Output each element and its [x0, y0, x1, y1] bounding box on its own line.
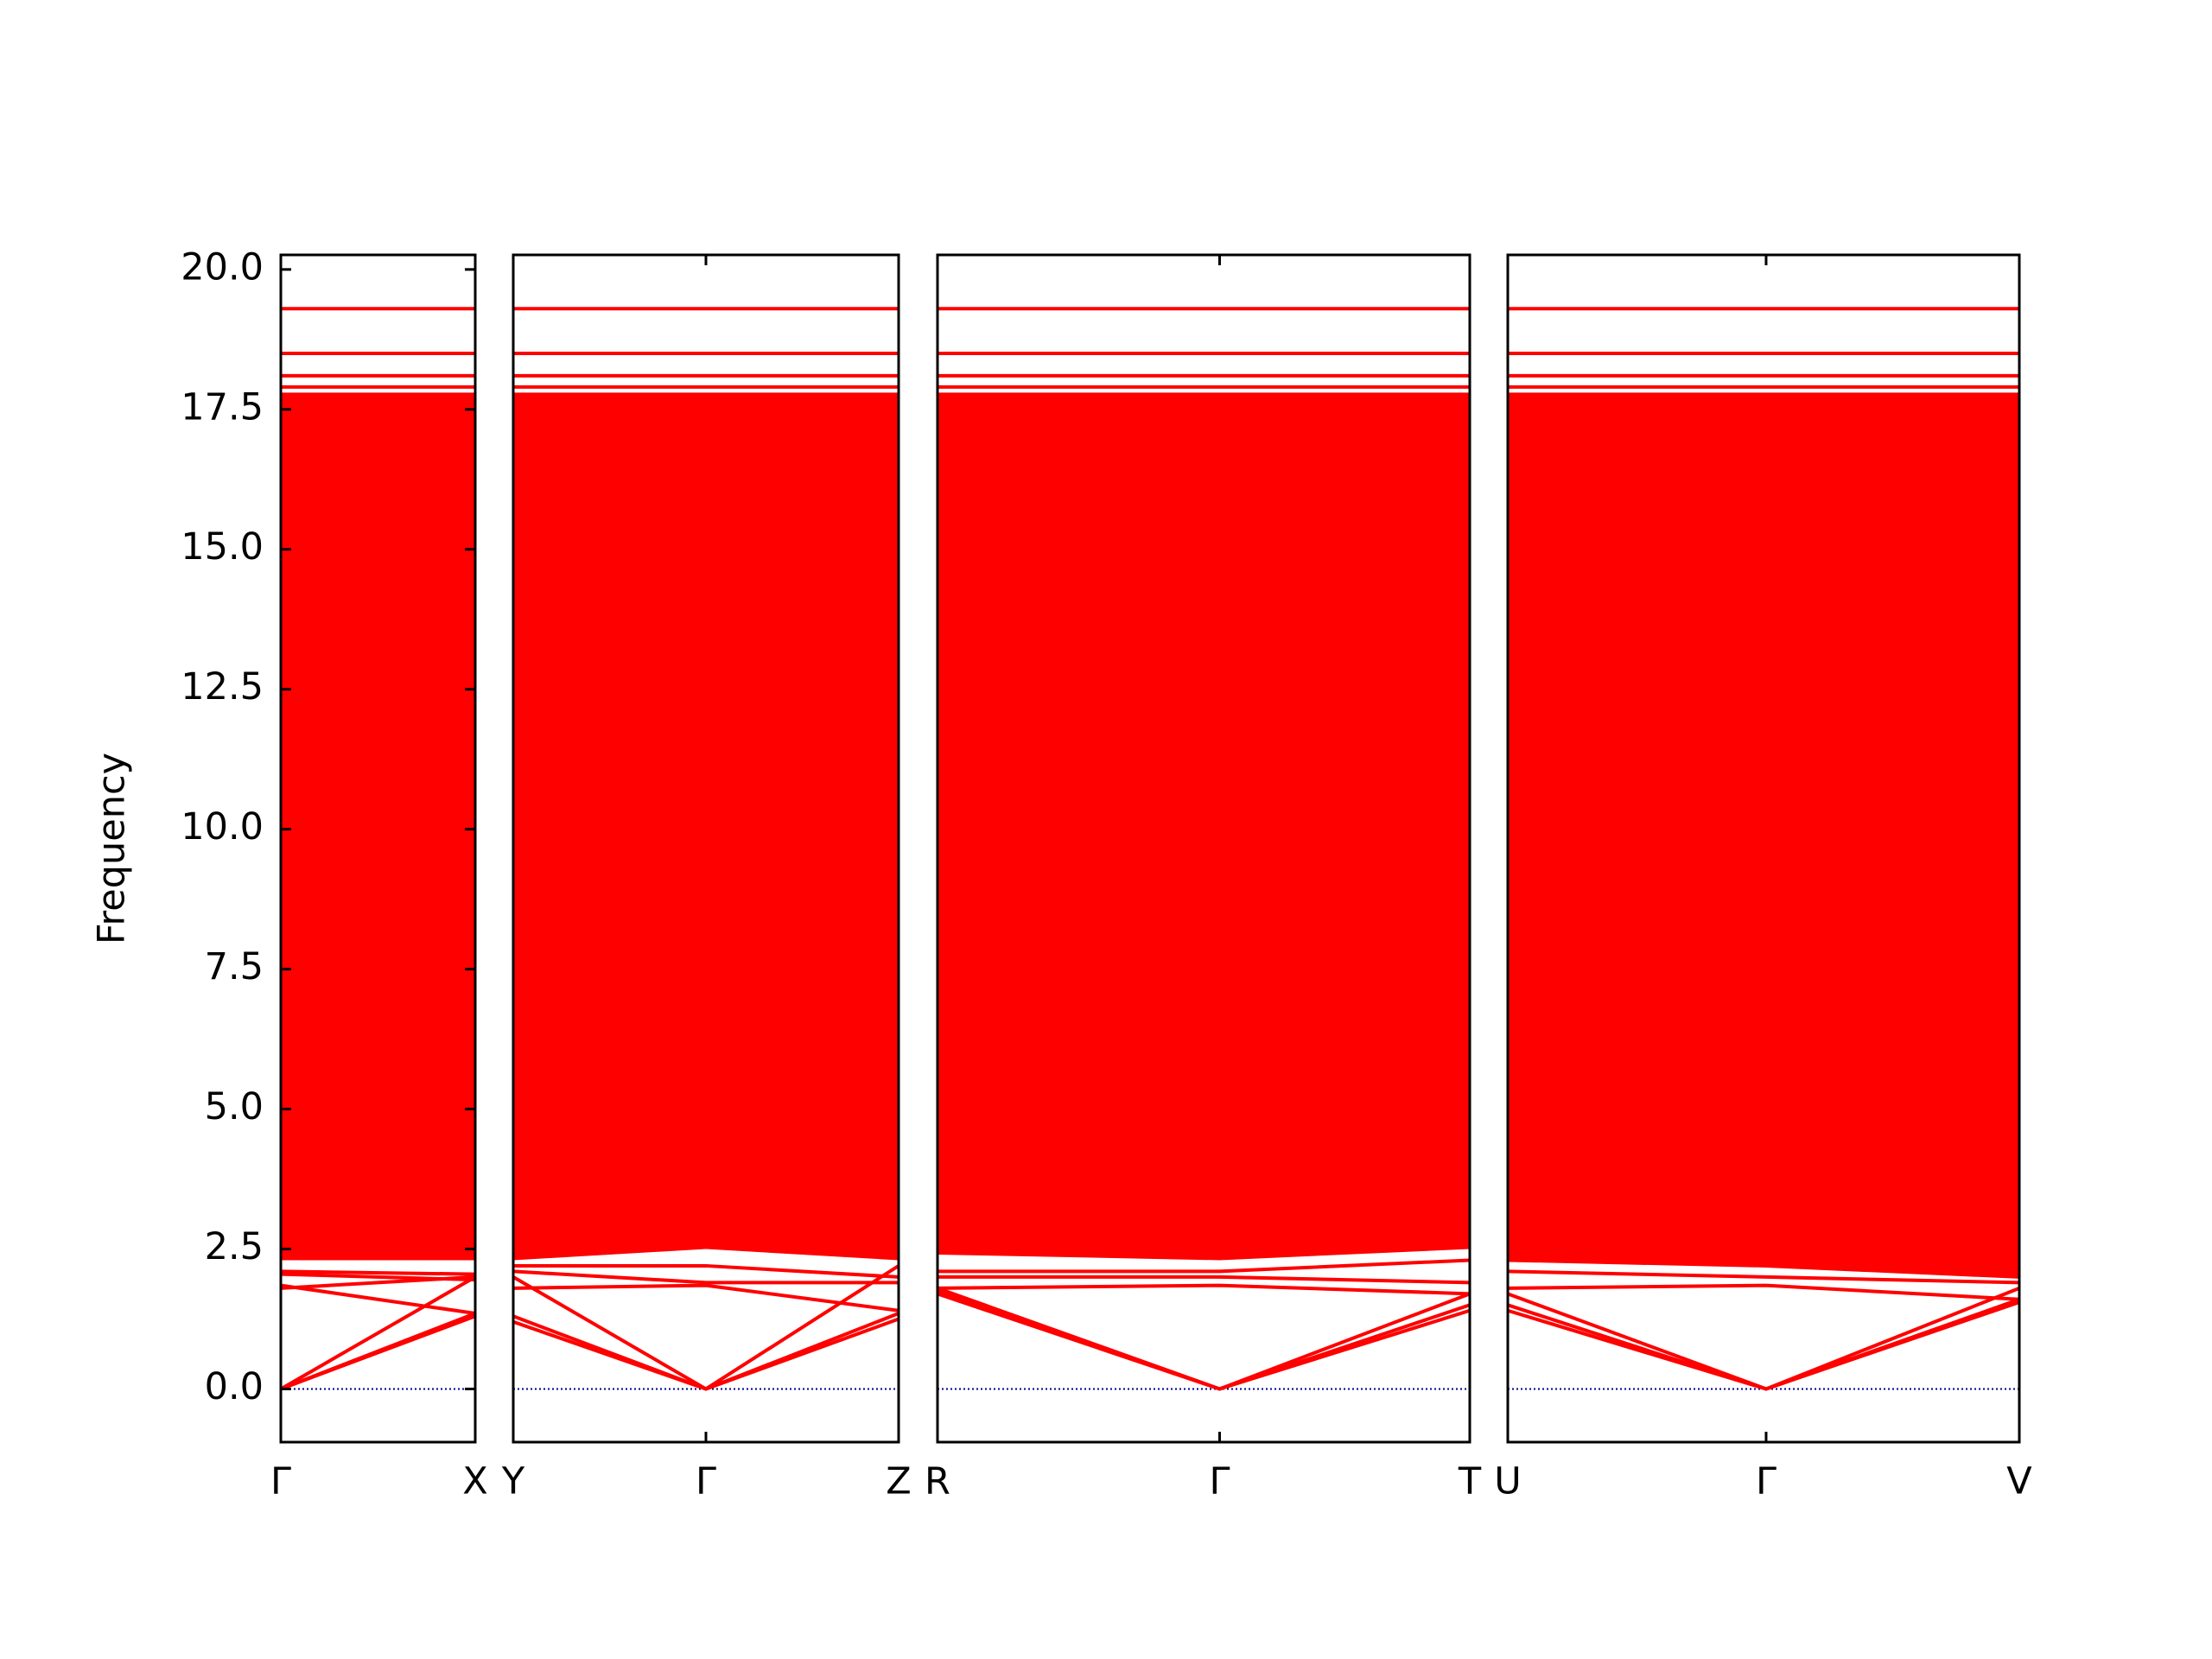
x-tick-label: Γ	[1209, 1460, 1230, 1503]
band-line	[513, 1263, 899, 1279]
band-line	[280, 1269, 476, 1276]
axes-frame	[936, 253, 1471, 1444]
band-line	[280, 1274, 476, 1290]
band-line	[1507, 1286, 2020, 1391]
y-tick-label: 0.0	[205, 1365, 264, 1408]
y-tick-label: 7.5	[205, 945, 264, 988]
band-line	[938, 1258, 1471, 1274]
y-tick-label: 15.0	[181, 525, 264, 569]
y-tick-label: 10.0	[181, 805, 264, 849]
x-tick-label: Γ	[1756, 1460, 1777, 1503]
band-line	[937, 1289, 1471, 1391]
x-tick-label: T	[1458, 1460, 1482, 1503]
y-tick-label: 20.0	[181, 245, 264, 289]
band-line	[280, 1283, 476, 1315]
band-line	[937, 1283, 1471, 1296]
band-region	[281, 392, 475, 1261]
y-tick-label: 17.5	[181, 385, 264, 429]
x-tick-label: Γ	[270, 1460, 291, 1503]
band-line	[937, 1286, 1471, 1391]
band-line	[1507, 1283, 2020, 1301]
y-tick-label: 5.0	[205, 1085, 264, 1128]
x-tick-label: X	[462, 1460, 487, 1503]
band-line	[1507, 1258, 2020, 1279]
band-region	[938, 392, 1470, 1261]
band-region	[1508, 392, 2019, 1277]
x-tick-label: V	[2006, 1460, 2032, 1503]
x-tick-label: U	[1494, 1460, 1521, 1503]
y-tick-label: 2.5	[205, 1225, 264, 1268]
band-line	[280, 1275, 476, 1391]
x-tick-label: Γ	[696, 1460, 716, 1503]
band-line	[512, 1312, 899, 1391]
band-line	[937, 1292, 1471, 1391]
band-line	[1507, 1269, 2020, 1285]
band-region	[513, 392, 899, 1261]
x-tick-label: Y	[501, 1460, 525, 1503]
y-tick-label: 12.5	[181, 665, 264, 709]
band-line	[1507, 1297, 2020, 1391]
axes-frame	[1506, 253, 2021, 1444]
x-tick-label: Z	[886, 1460, 911, 1503]
band-line	[1507, 1300, 2020, 1391]
band-line	[512, 1314, 899, 1391]
band-line	[280, 1312, 476, 1391]
band-line	[512, 1283, 899, 1313]
band-line	[512, 1264, 900, 1391]
band-line	[512, 1269, 899, 1285]
y-axis-label: Frequency	[91, 753, 134, 944]
band-line	[938, 1274, 1471, 1285]
axes-frame	[279, 253, 477, 1444]
x-tick-label: R	[925, 1460, 950, 1503]
